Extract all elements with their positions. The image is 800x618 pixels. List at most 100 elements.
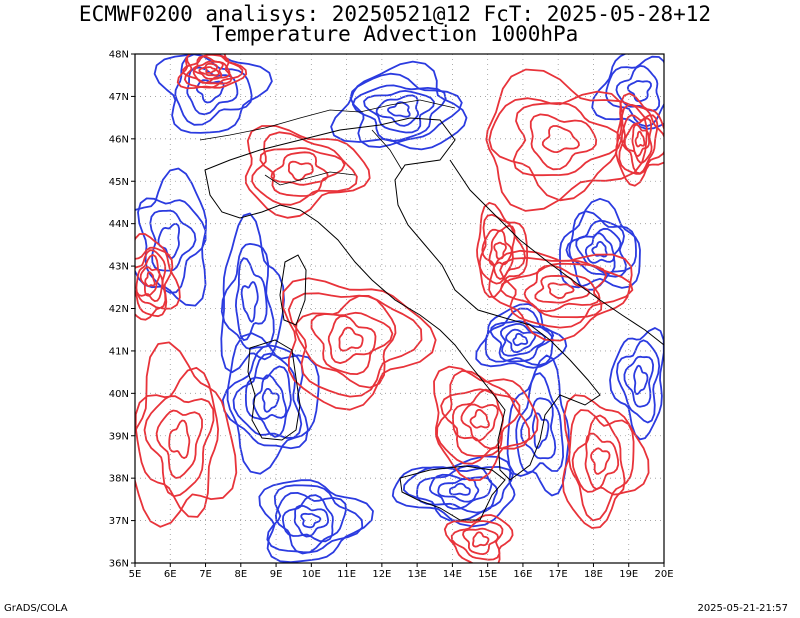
- cold-advection-contour: [135, 167, 207, 307]
- lon-tick-label: 12E: [372, 569, 391, 580]
- warm-advection-contour: [338, 326, 364, 352]
- cold-advection-contour: [512, 332, 529, 347]
- cold-advection-contour: [615, 65, 661, 112]
- lat-tick-label: 37N: [109, 516, 129, 527]
- cold-advection-contour: [195, 79, 225, 104]
- cold-advection-contour: [293, 504, 329, 538]
- warm-advection-contour: [433, 365, 539, 482]
- warm-advection-contour: [462, 527, 499, 555]
- warm-advection-contour: [512, 102, 623, 177]
- lon-tick-label: 20E: [654, 569, 673, 580]
- cold-advection-contour: [623, 355, 654, 408]
- warm-advection-contour: [523, 264, 601, 313]
- cold-advection-contour: [149, 209, 197, 272]
- warm-advection-contour: [472, 531, 490, 548]
- warm-advection-contour: [135, 246, 174, 318]
- lat-tick-label: 40N: [109, 389, 129, 400]
- warm-advection-contour: [436, 370, 531, 465]
- lat-tick-label: 39N: [109, 431, 129, 442]
- cold-advection-contour: [520, 397, 557, 460]
- warm-advection-contour: [615, 92, 664, 187]
- cold-advection-contour: [506, 354, 570, 497]
- warm-advection-contour: [155, 409, 203, 479]
- cold-advection-contour: [609, 327, 664, 441]
- chart-title: ECMWF0200 analisys: 20250521@12 FcT: 202…: [78, 2, 712, 26]
- warm-advection-contour: [440, 388, 521, 457]
- lat-tick-label: 46N: [109, 134, 129, 145]
- cold-advection-contour: [252, 374, 287, 420]
- lat-tick-label: 41N: [109, 346, 129, 357]
- warm-advection-contour: [244, 125, 371, 219]
- warm-advection-contour: [529, 113, 598, 171]
- cold-advection-contour: [375, 94, 419, 127]
- warm-advection-contour: [204, 66, 217, 74]
- axis-ticks: 5E 6E 7E 8E 9E 10E 11E 12E 13E 14E 15E 16E 17E 18E 19E…: [109, 50, 674, 581]
- cold-advection-contour: [531, 412, 550, 449]
- warm-advection-contour: [198, 62, 220, 77]
- cold-advection-contour: [591, 240, 608, 258]
- warm-advection-contour: [488, 229, 513, 266]
- lat-tick-label: 38N: [109, 474, 129, 485]
- alpine-borders: [199, 99, 456, 186]
- warm-advection-contour: [139, 266, 161, 297]
- cold-advection-contour: [416, 464, 499, 514]
- warm-advection-contour: [571, 414, 626, 496]
- cold-advection-contour: [633, 364, 649, 395]
- cold-advection-contour: [282, 494, 334, 543]
- cold-advection-contour: [258, 479, 374, 563]
- lat-tick-label: 48N: [109, 50, 129, 61]
- cold-advection-contour: [429, 473, 493, 510]
- cold-advection-contour: [137, 197, 207, 294]
- warm-advection-contour: [485, 68, 648, 212]
- lat-tick-label: 45N: [109, 177, 129, 188]
- warm-advection-contour: [135, 366, 219, 518]
- balkan-coastline: [449, 159, 664, 346]
- software-credit: GrADS/COLA: [4, 603, 68, 614]
- lon-tick-label: 19E: [619, 569, 638, 580]
- cold-advection-contour: [437, 477, 480, 503]
- cold-advection-contour: [157, 222, 180, 259]
- lon-tick-label: 15E: [478, 569, 497, 580]
- coastline: [199, 99, 664, 521]
- warm-advection-contour: [631, 123, 650, 157]
- cold-advection-contour: [449, 482, 471, 496]
- cold-advection-contour: [220, 243, 275, 350]
- cold-advection-contour: [387, 101, 411, 118]
- warm-advection-contour: [590, 447, 611, 475]
- lon-tick-label: 18E: [584, 569, 603, 580]
- warm-advection-contour: [135, 341, 238, 528]
- lat-tick-label: 47N: [109, 92, 129, 103]
- warm-advection-contour: [460, 403, 499, 442]
- warm-advection-contour: [541, 125, 580, 153]
- lat-tick-label: 42N: [109, 304, 129, 315]
- cold-advection-contour: [500, 323, 546, 357]
- warm-advection-contour: [488, 249, 633, 342]
- warm-advection-contour: [634, 130, 646, 148]
- cold-advection-contour: [226, 332, 320, 475]
- cold-advection-contour: [330, 60, 468, 151]
- lon-tick-label: 9E: [270, 569, 283, 580]
- lon-tick-label: 17E: [549, 569, 568, 580]
- plot-frame: [134, 53, 665, 564]
- cold-advection-contour: [505, 328, 537, 353]
- warm-advection-contour: [143, 395, 215, 498]
- cold-advection-contour: [235, 257, 268, 341]
- warm-advection-contour: [561, 394, 650, 529]
- lat-tick-label: 44N: [109, 219, 129, 230]
- warm-advection-contour: [144, 271, 156, 288]
- warm-advection-contour: [176, 54, 248, 90]
- cold-advection-contour: [300, 512, 322, 529]
- warm-advection-contour: [620, 114, 659, 175]
- cold-advection-contour: [349, 72, 463, 148]
- warm-advection-contour: [568, 409, 635, 522]
- sicily-coastline: [399, 465, 506, 521]
- lon-tick-label: 11E: [337, 569, 356, 580]
- cold-advection-contour: [240, 281, 259, 323]
- cold-advection-contour: [616, 339, 661, 424]
- warm-advection-contour: [488, 90, 624, 202]
- italy-coastline: [204, 117, 601, 481]
- warm-advection-contour: [135, 254, 164, 302]
- warm-advection-contour: [295, 295, 397, 389]
- warm-advection-contour: [478, 213, 526, 285]
- warm-advection-contour: [476, 201, 529, 298]
